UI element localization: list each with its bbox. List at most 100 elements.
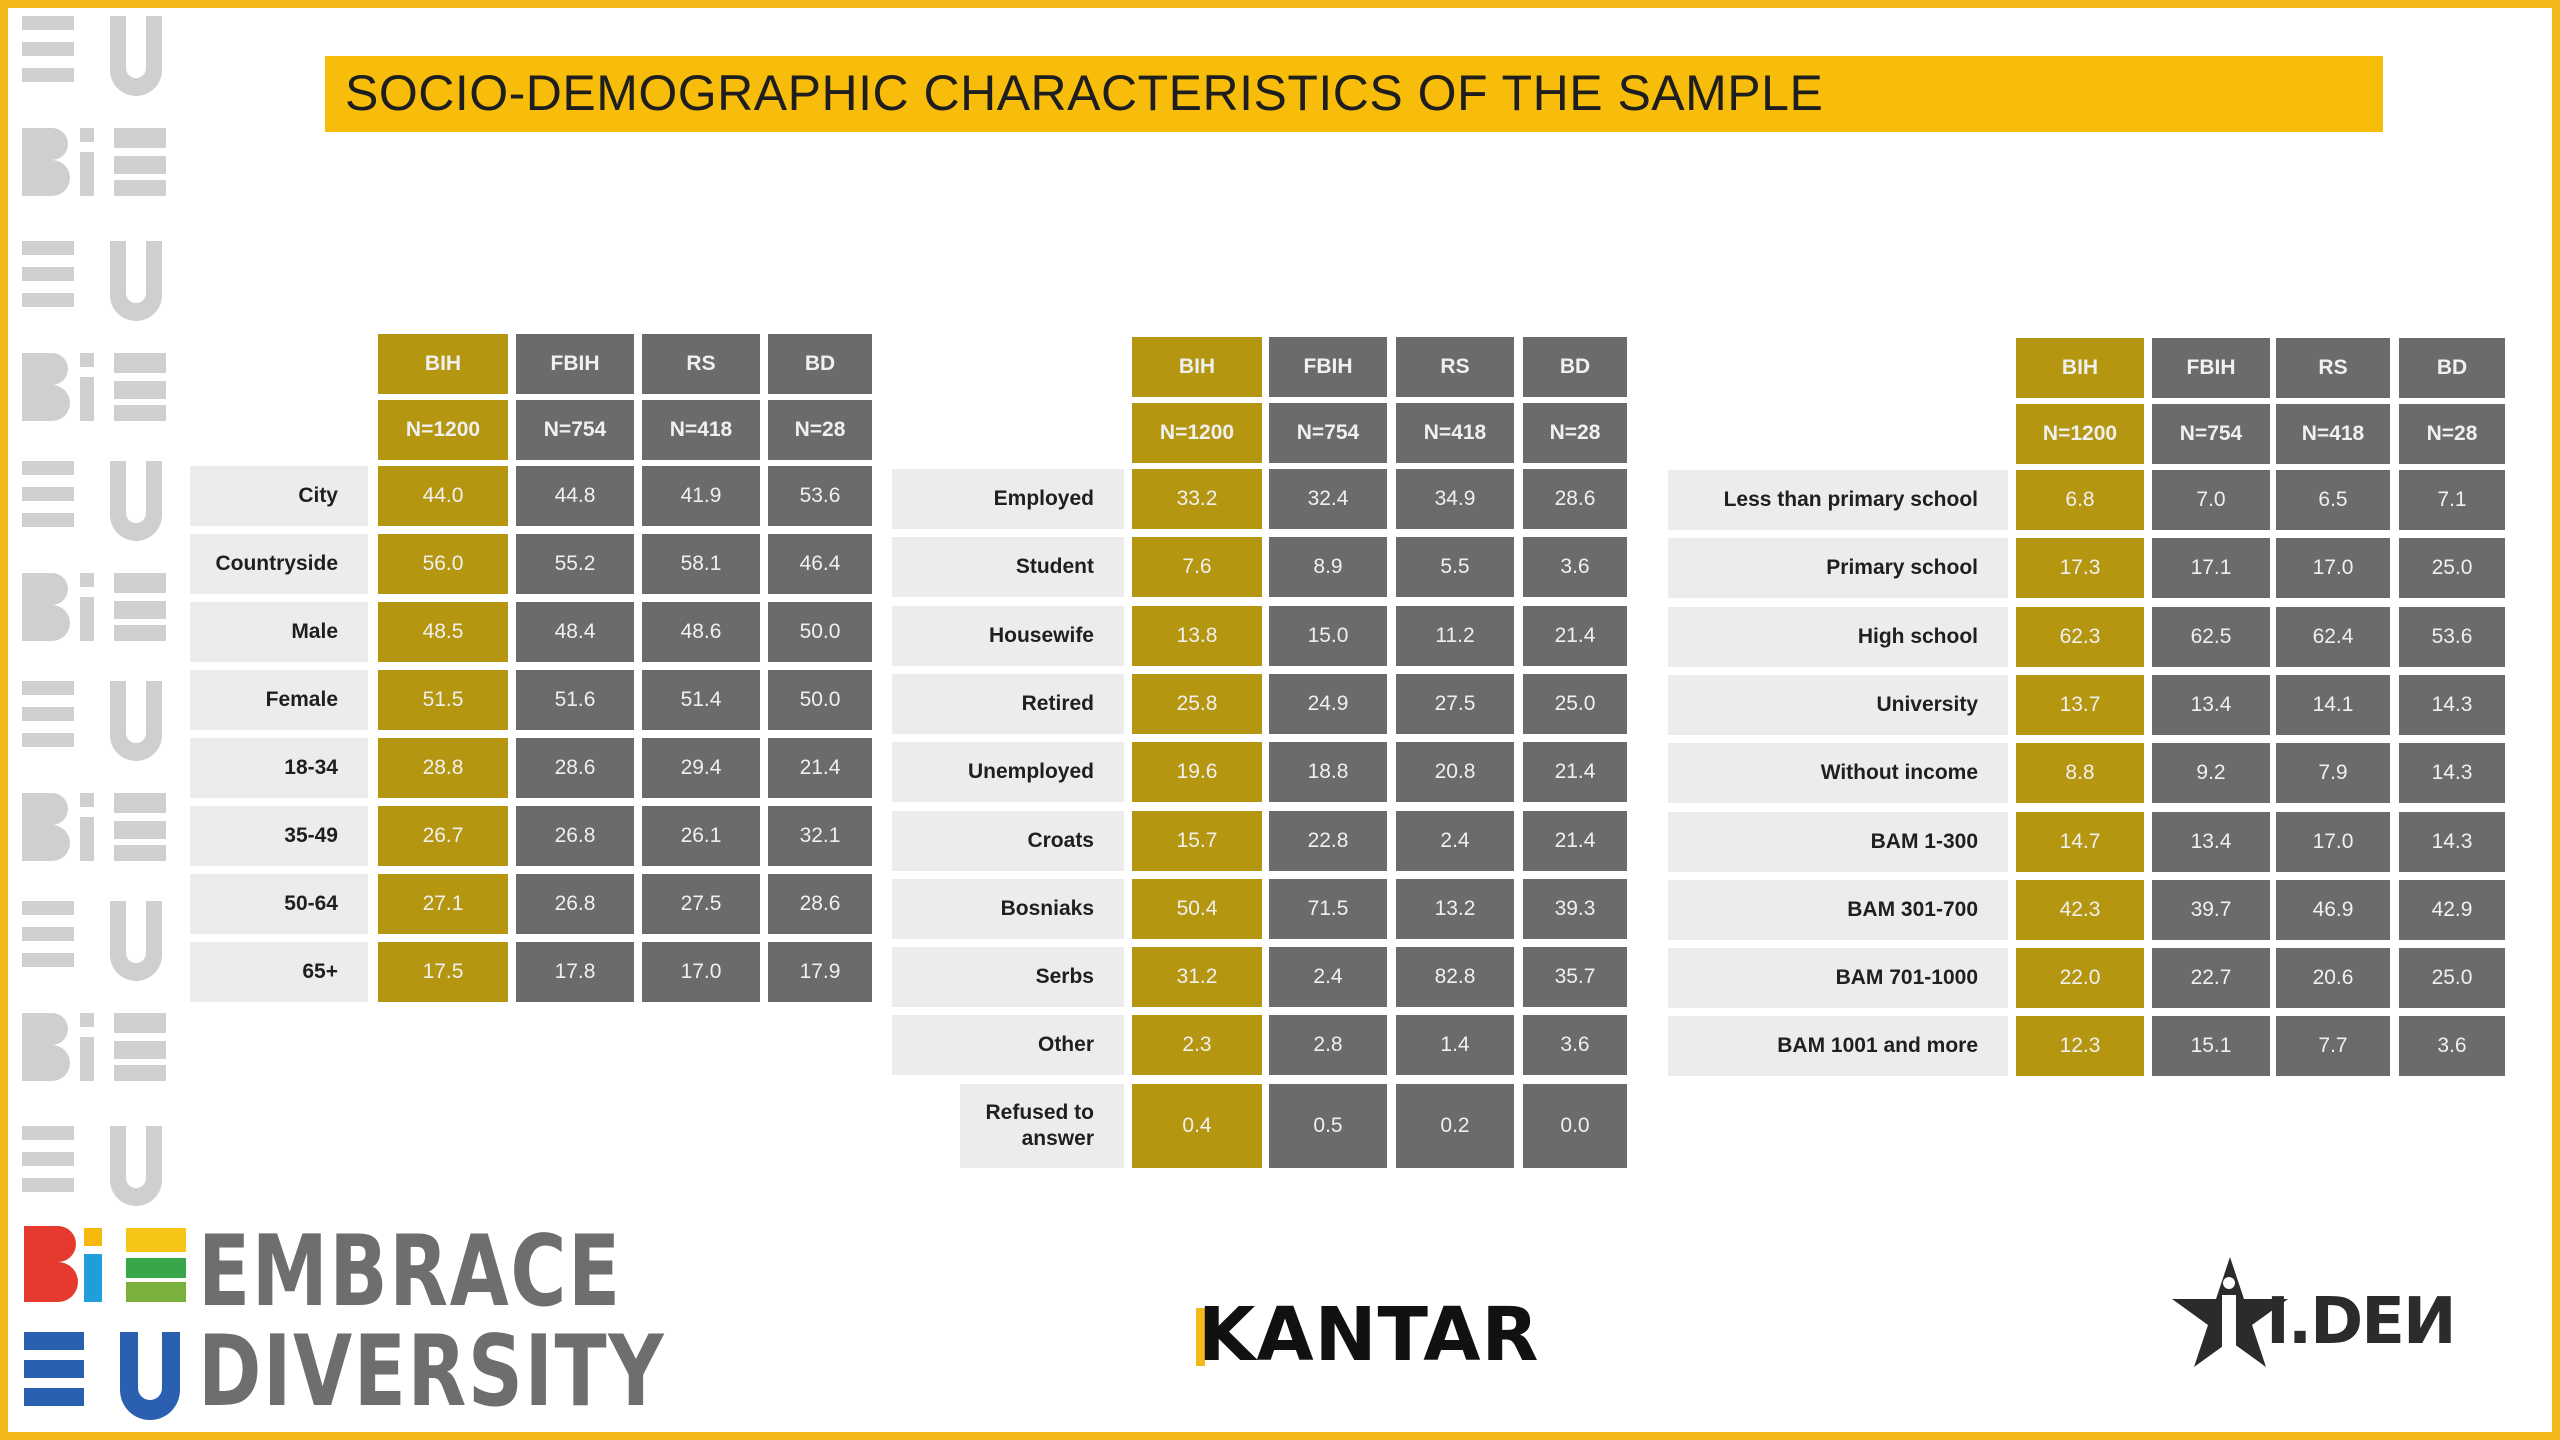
table-cell: 22.7 (2152, 948, 2270, 1009)
table-cell: 14.3 (2399, 811, 2505, 872)
table-cell: 44.0 (378, 466, 508, 526)
table-cell: 53.6 (768, 466, 872, 526)
table-cell: 3.6 (2399, 1016, 2505, 1077)
table-cell: 9.2 (2152, 743, 2270, 804)
table-cell: 12.3 (2016, 1016, 2144, 1077)
sample-size-header: N=418 (642, 400, 760, 460)
table-cell: 7.6 (1132, 537, 1262, 598)
table-cell: 2.4 (1269, 947, 1387, 1008)
row-label: Primary school (1668, 538, 2008, 599)
row-label: BAM 701-1000 (1668, 948, 2008, 1009)
table-cell: 0.4 (1132, 1083, 1262, 1168)
table-cell: 71.5 (1269, 878, 1387, 939)
table-cell: 27.1 (378, 874, 508, 934)
row-label: Student (892, 537, 1124, 598)
table-cell: 21.4 (1523, 810, 1627, 871)
diversity-word: DIVERSITY (198, 1315, 666, 1429)
table-cell: 6.8 (2016, 470, 2144, 530)
sample-size-header: N=754 (2152, 404, 2270, 464)
table-cell: 44.8 (516, 466, 634, 526)
sample-size-header: N=28 (1523, 403, 1627, 463)
table-cell: 27.5 (1396, 673, 1514, 734)
table-cell: 50.4 (1132, 878, 1262, 939)
table-cell: 26.7 (378, 806, 508, 866)
table-cell: 26.1 (642, 806, 760, 866)
table-cell: 17.0 (2276, 811, 2390, 872)
table-cell: 5.5 (1396, 537, 1514, 598)
row-label: Unemployed (892, 742, 1124, 803)
row-label: 35-49 (190, 806, 368, 866)
table-cell: 19.6 (1132, 742, 1262, 803)
sample-size-header: N=28 (2399, 404, 2505, 464)
table-cell: 51.6 (516, 670, 634, 730)
sample-size-header: N=418 (2276, 404, 2390, 464)
table-cell: 21.4 (1523, 742, 1627, 803)
table-cell: 8.9 (1269, 537, 1387, 598)
column-header: FBIH (516, 334, 634, 394)
table-cell: 25.8 (1132, 673, 1262, 734)
column-header: BIH (1132, 337, 1262, 397)
table-cell: 14.1 (2276, 674, 2390, 735)
table-cell: 41.9 (642, 466, 760, 526)
table-cell: 50.0 (768, 602, 872, 662)
table-cell: 21.4 (768, 738, 872, 798)
table-cell: 17.9 (768, 942, 872, 1002)
table-cell: 26.8 (516, 874, 634, 934)
table-cell: 25.0 (2399, 538, 2505, 599)
table-cell: 39.7 (2152, 879, 2270, 940)
row-label: Female (190, 670, 368, 730)
sample-size-header: N=1200 (378, 400, 508, 460)
column-header: RS (642, 334, 760, 394)
table-cell: 32.4 (1269, 469, 1387, 529)
table-cell: 17.1 (2152, 538, 2270, 599)
table-cell: 42.3 (2016, 879, 2144, 940)
ideni-wordmark: I.DEИ (2266, 1285, 2457, 1359)
table-cell: 26.8 (516, 806, 634, 866)
table-cell: 14.3 (2399, 674, 2505, 735)
table-cell: 17.0 (642, 942, 760, 1002)
table-cell: 25.0 (2399, 948, 2505, 1009)
table-cell: 15.0 (1269, 605, 1387, 666)
sample-size-header: N=754 (1269, 403, 1387, 463)
column-header: BD (2399, 338, 2505, 398)
table-cell: 7.9 (2276, 743, 2390, 804)
table-cell: 13.4 (2152, 674, 2270, 735)
table-cell: 15.7 (1132, 810, 1262, 871)
table-cell: 27.5 (642, 874, 760, 934)
ideni-star-icon (2172, 1257, 2288, 1367)
table-cell: 21.4 (1523, 605, 1627, 666)
column-header: BD (768, 334, 872, 394)
table-cell: 56.0 (378, 534, 508, 594)
column-header: RS (1396, 337, 1514, 397)
table-cell: 0.5 (1269, 1083, 1387, 1168)
table-cell: 28.6 (1523, 469, 1627, 529)
table-cell: 58.1 (642, 534, 760, 594)
table-cell: 13.8 (1132, 605, 1262, 666)
row-label: Male (190, 602, 368, 662)
table-cell: 17.8 (516, 942, 634, 1002)
column-header: BD (1523, 337, 1627, 397)
row-label: Countryside (190, 534, 368, 594)
table-cell: 2.8 (1269, 1015, 1387, 1076)
table-cell: 31.2 (1132, 947, 1262, 1008)
table-cell: 48.6 (642, 602, 760, 662)
row-label: Refused to answer (960, 1083, 1124, 1168)
row-label: BAM 1001 and more (1668, 1016, 2008, 1077)
table-cell: 48.5 (378, 602, 508, 662)
row-label: Bosniaks (892, 878, 1124, 939)
row-label: City (190, 466, 368, 526)
row-label: 18-34 (190, 738, 368, 798)
table-cell: 39.3 (1523, 878, 1627, 939)
strip-pattern-icon (22, 16, 166, 1206)
column-header: FBIH (2152, 338, 2270, 398)
table-cell: 8.8 (2016, 743, 2144, 804)
table-cell: 48.4 (516, 602, 634, 662)
row-label: Other (892, 1015, 1124, 1076)
table-cell: 17.3 (2016, 538, 2144, 599)
table-cell: 2.4 (1396, 810, 1514, 871)
table-cell: 28.6 (768, 874, 872, 934)
table-cell: 22.8 (1269, 810, 1387, 871)
row-label: Housewife (892, 605, 1124, 666)
sample-size-header: N=1200 (1132, 403, 1262, 463)
table-cell: 62.3 (2016, 606, 2144, 667)
